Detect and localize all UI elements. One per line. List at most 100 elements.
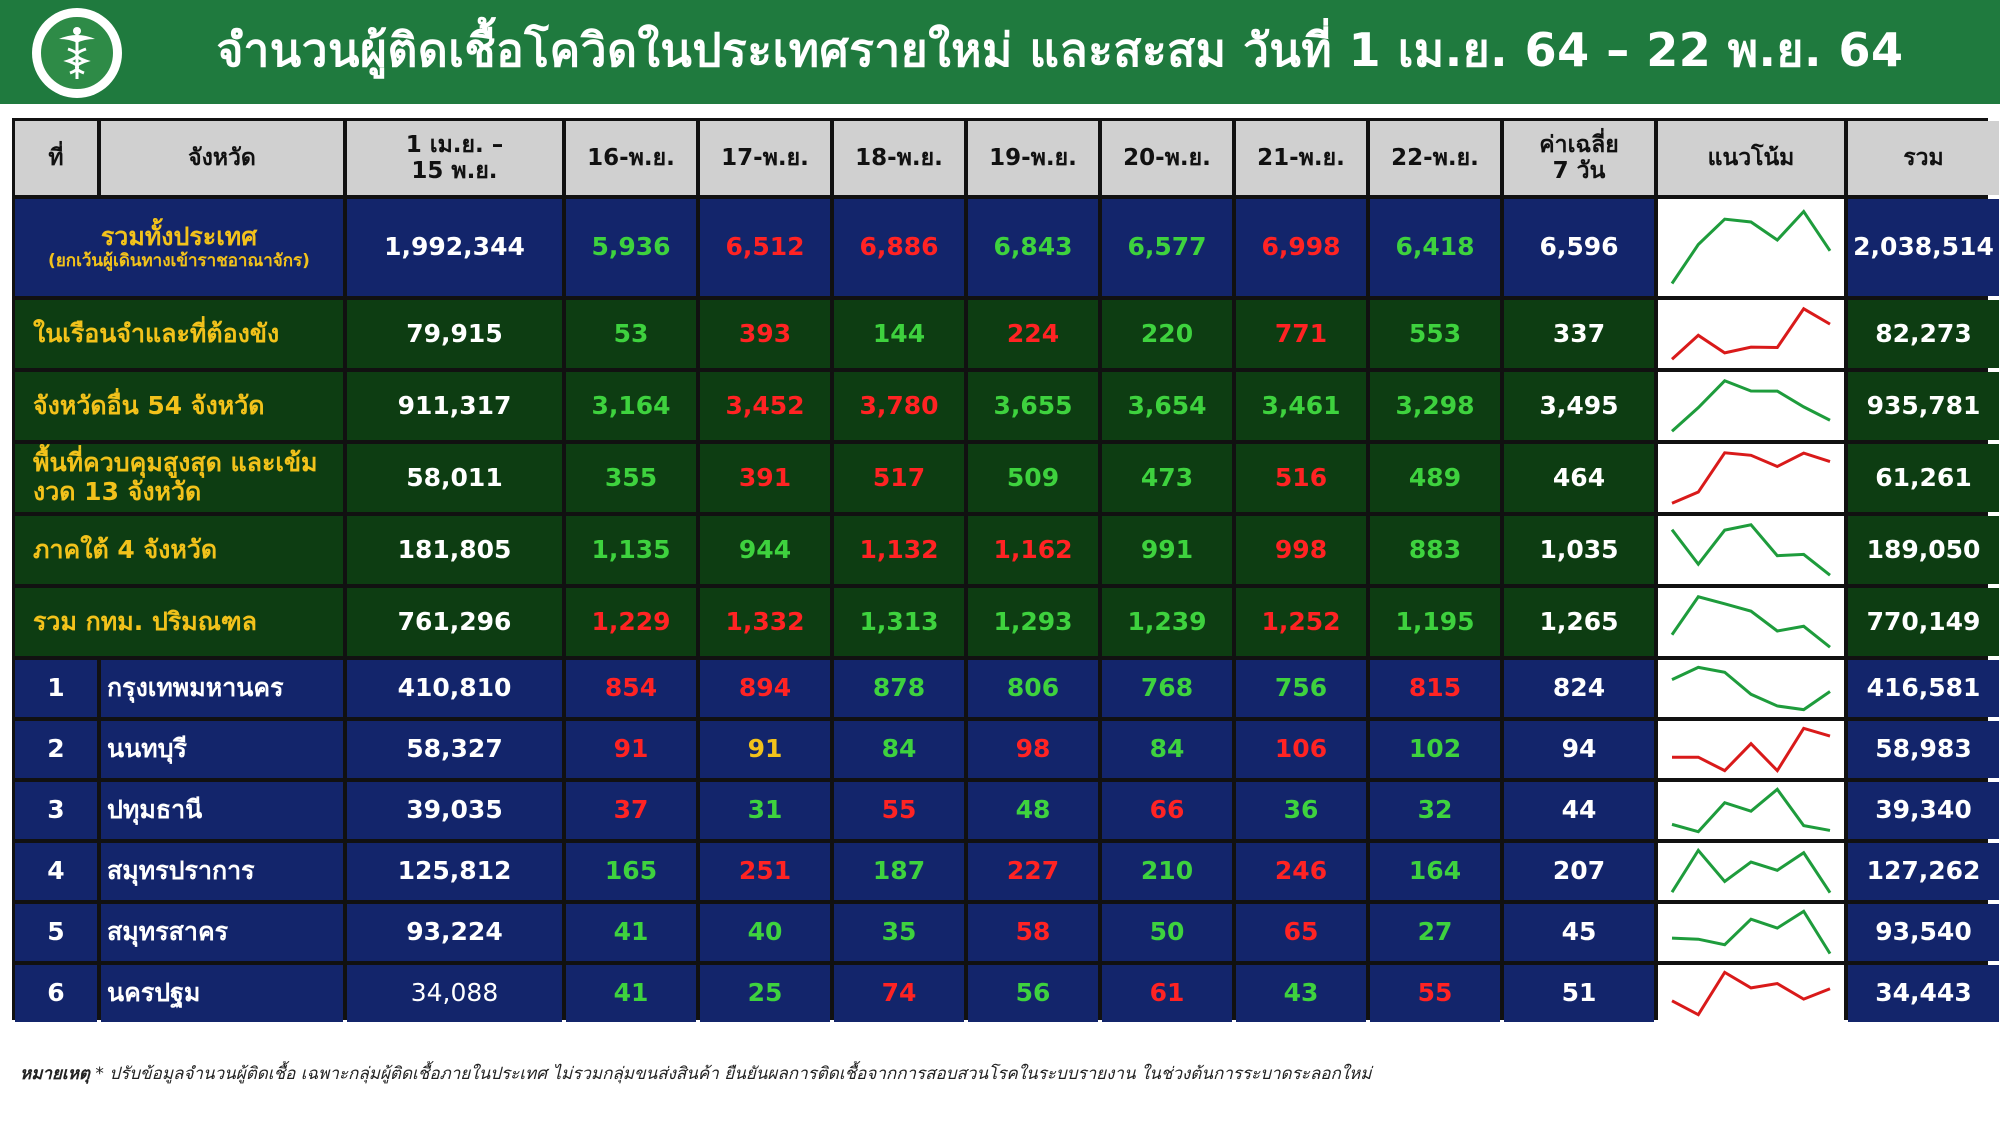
daily-cell: 3,655 — [968, 372, 1098, 440]
daily-cell: 768 — [1102, 660, 1232, 717]
header-day: 21-พ.ย. — [1236, 121, 1366, 195]
daily-cell: 210 — [1102, 843, 1232, 900]
avg-cell: 464 — [1504, 444, 1654, 512]
cumulative-cell: 125,812 — [347, 843, 562, 900]
row-label: พื้นที่ควบคุมสูงสุด และเข้มงวด 13 จังหวั… — [15, 444, 343, 512]
total-cell: 34,443 — [1848, 965, 1999, 1022]
total-cell: 416,581 — [1848, 660, 1999, 717]
row-label: รวมทั้งประเทศ (ยกเว้นผู้เดินทางเข้าราชอาณ… — [15, 199, 343, 296]
row-number: 3 — [15, 782, 97, 839]
header-day: 20-พ.ย. — [1102, 121, 1232, 195]
cumulative-cell: 34,088 — [347, 965, 562, 1022]
total-cell: 770,149 — [1848, 588, 1999, 656]
daily-cell: 355 — [566, 444, 696, 512]
daily-cell: 36 — [1236, 782, 1366, 839]
row-label: ภาคใต้ 4 จังหวัด — [15, 516, 343, 584]
avg-cell: 51 — [1504, 965, 1654, 1022]
daily-cell: 144 — [834, 300, 964, 368]
total-cell: 2,038,514 — [1848, 199, 1999, 296]
daily-cell: 187 — [834, 843, 964, 900]
daily-cell: 6,998 — [1236, 199, 1366, 296]
daily-cell: 41 — [566, 965, 696, 1022]
trend-sparkline — [1658, 721, 1844, 778]
avg-cell: 337 — [1504, 300, 1654, 368]
daily-cell: 771 — [1236, 300, 1366, 368]
row-label: รวม กทม. ปริมณฑล — [15, 588, 343, 656]
row-label: ในเรือนจำและที่ต้องขัง — [15, 300, 343, 368]
cumulative-cell: 58,327 — [347, 721, 562, 778]
trend-cell — [1658, 588, 1844, 656]
daily-cell: 894 — [700, 660, 830, 717]
trend-cell — [1658, 965, 1844, 1022]
trend-cell — [1658, 372, 1844, 440]
header-day: 18-พ.ย. — [834, 121, 964, 195]
daily-cell: 1,162 — [968, 516, 1098, 584]
daily-cell: 91 — [566, 721, 696, 778]
avg-cell: 207 — [1504, 843, 1654, 900]
province-name: กรุงเทพมหานคร — [101, 660, 343, 717]
header-cumulative-line1: 1 เม.ย. – — [405, 131, 504, 158]
avg-cell: 45 — [1504, 904, 1654, 961]
trend-line — [1672, 911, 1830, 953]
daily-cell: 35 — [834, 904, 964, 961]
daily-cell: 3,780 — [834, 372, 964, 440]
cumulative-cell: 93,224 — [347, 904, 562, 961]
header-province: จังหวัด — [101, 121, 343, 195]
daily-cell: 3,452 — [700, 372, 830, 440]
page-title: จำนวนผู้ติดเชื้อโควิดในประเทศรายใหม่ และ… — [216, 22, 1904, 77]
daily-cell: 220 — [1102, 300, 1232, 368]
daily-cell: 815 — [1370, 660, 1500, 717]
avg-cell: 824 — [1504, 660, 1654, 717]
trend-cell — [1658, 444, 1844, 512]
daily-cell: 246 — [1236, 843, 1366, 900]
header-day: 16-พ.ย. — [566, 121, 696, 195]
header-bar: จำนวนผู้ติดเชื้อโควิดในประเทศรายใหม่ และ… — [0, 0, 2000, 104]
cumulative-cell: 1,992,344 — [347, 199, 562, 296]
row-number: 1 — [15, 660, 97, 717]
row-number: 6 — [15, 965, 97, 1022]
trend-line — [1672, 453, 1830, 503]
daily-cell: 991 — [1102, 516, 1232, 584]
daily-cell: 6,418 — [1370, 199, 1500, 296]
daily-cell: 41 — [566, 904, 696, 961]
province-name: นครปฐม — [101, 965, 343, 1022]
daily-cell: 1,252 — [1236, 588, 1366, 656]
trend-cell — [1658, 721, 1844, 778]
total-cell: 93,540 — [1848, 904, 1999, 961]
daily-cell: 251 — [700, 843, 830, 900]
trend-sparkline — [1658, 372, 1844, 440]
province-name: สมุทรปราการ — [101, 843, 343, 900]
cumulative-cell: 761,296 — [347, 588, 562, 656]
daily-cell: 1,135 — [566, 516, 696, 584]
daily-cell: 3,298 — [1370, 372, 1500, 440]
cumulative-cell: 181,805 — [347, 516, 562, 584]
total-cell: 935,781 — [1848, 372, 1999, 440]
daily-cell: 227 — [968, 843, 1098, 900]
trend-line — [1672, 789, 1830, 831]
avg-cell: 6,596 — [1504, 199, 1654, 296]
header-avg-line2: 7 วัน — [1552, 158, 1606, 184]
daily-cell: 1,332 — [700, 588, 830, 656]
province-name: นนทบุรี — [101, 721, 343, 778]
trend-cell — [1658, 516, 1844, 584]
trend-sparkline — [1658, 660, 1844, 717]
daily-cell: 3,461 — [1236, 372, 1366, 440]
daily-cell: 1,313 — [834, 588, 964, 656]
daily-cell: 40 — [700, 904, 830, 961]
daily-cell: 98 — [968, 721, 1098, 778]
daily-cell: 27 — [1370, 904, 1500, 961]
cumulative-cell: 410,810 — [347, 660, 562, 717]
daily-cell: 61 — [1102, 965, 1232, 1022]
daily-cell: 55 — [834, 782, 964, 839]
trend-sparkline — [1658, 516, 1844, 584]
daily-cell: 878 — [834, 660, 964, 717]
daily-cell: 756 — [1236, 660, 1366, 717]
trend-cell — [1658, 660, 1844, 717]
trend-sparkline — [1658, 843, 1844, 900]
total-cell: 189,050 — [1848, 516, 1999, 584]
footnote-text: * ปรับข้อมูลจำนวนผู้ติดเชื้อ เฉพาะกลุ่มผ… — [95, 1064, 1372, 1084]
daily-cell: 58 — [968, 904, 1098, 961]
header-avg: ค่าเฉลี่ย 7 วัน — [1504, 121, 1654, 195]
daily-cell: 102 — [1370, 721, 1500, 778]
trend-cell — [1658, 843, 1844, 900]
